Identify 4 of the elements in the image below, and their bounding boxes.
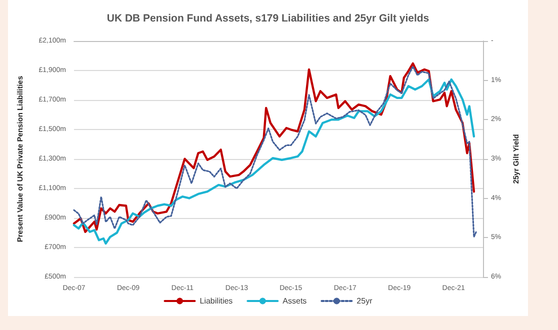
legend-label: Assets: [282, 296, 307, 306]
legend-label: 25yr: [356, 296, 373, 306]
chart-title: UK DB Pension Fund Assets, s179 Liabilities and 25yr Gilt yields: [106, 12, 430, 24]
legend-label: Liabilities: [200, 296, 233, 306]
